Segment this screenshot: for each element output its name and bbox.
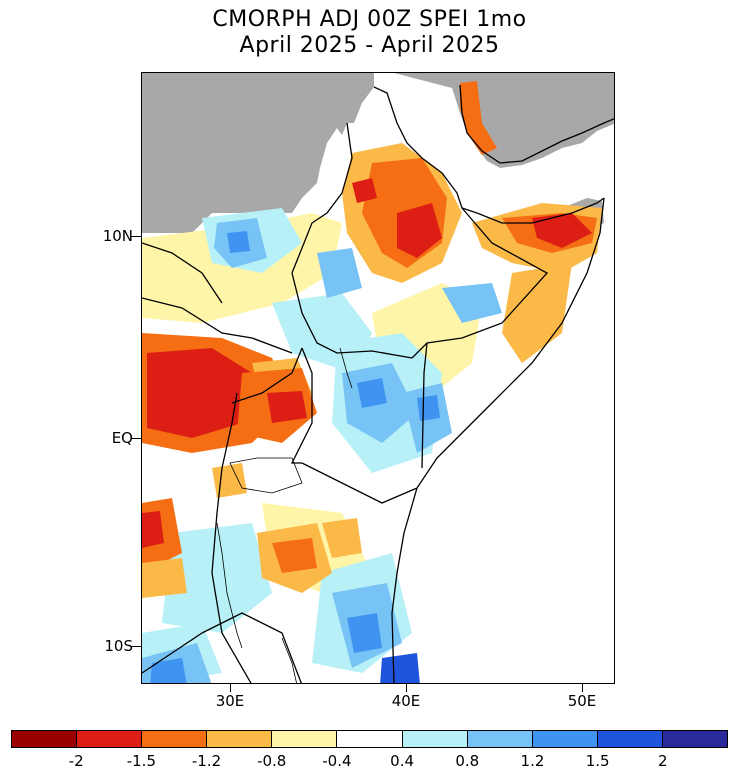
colorbar-label: 0.8 (455, 752, 480, 770)
colorbar (11, 730, 728, 748)
x-tick-label-30e: 30E (215, 692, 245, 710)
spei-map (142, 73, 614, 683)
colorbar-label: -1.2 (191, 752, 222, 770)
x-tick-30e (230, 684, 231, 692)
x-tick-label-40e: 40E (391, 692, 421, 710)
colorbar-label: -0.4 (322, 752, 352, 770)
colorbar-label: 2 (658, 752, 668, 770)
colorbar-swatch (467, 731, 533, 747)
colorbar-label: 0.4 (390, 752, 415, 770)
colorbar-swatch (532, 731, 598, 747)
colorbar-label: 1.5 (585, 752, 610, 770)
colorbar-swatch (597, 731, 663, 747)
y-tick-label-eq: EQ (111, 429, 133, 447)
y-tick-label-10n: 10N (102, 227, 133, 245)
y-tick-eq (131, 438, 141, 439)
colorbar-swatch (272, 731, 338, 747)
y-tick-label-10s: 10S (104, 637, 133, 655)
colorbar-swatch (207, 731, 273, 747)
colorbar-label: -1.5 (126, 752, 156, 770)
spei-field (142, 81, 602, 683)
colorbar-label: -0.8 (257, 752, 287, 770)
y-tick-10s (131, 646, 141, 647)
x-tick-50e (582, 684, 583, 692)
map-panel (141, 72, 615, 684)
country-borders (142, 84, 614, 683)
colorbar-label: 1.2 (520, 752, 545, 770)
y-tick-10n (131, 236, 141, 237)
colorbar-swatch (12, 731, 78, 747)
colorbar-swatch (662, 731, 728, 747)
colorbar-swatch (142, 731, 208, 747)
colorbar-swatch (77, 731, 143, 747)
chart-subtitle: April 2025 - April 2025 (239, 33, 500, 58)
colorbar-label: -2 (68, 752, 84, 770)
x-tick-40e (406, 684, 407, 692)
colorbar-swatch (337, 731, 403, 747)
x-tick-label-50e: 50E (567, 692, 597, 710)
chart-title: CMORPH ADJ 00Z SPEI 1mo (212, 7, 527, 32)
colorbar-swatch (402, 731, 468, 747)
